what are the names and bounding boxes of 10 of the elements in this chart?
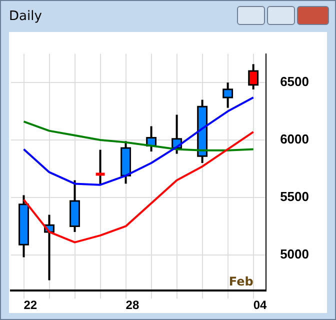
x-tick-label: 28 (126, 298, 140, 312)
y-tick-label: 5500 (280, 189, 309, 204)
candlestick (96, 148, 105, 186)
chart-title: Daily (9, 8, 42, 26)
y-tick-label: 5000 (280, 246, 309, 262)
y-tick-label: 6500 (280, 74, 309, 90)
y-tick-label: 6000 (280, 132, 309, 147)
annotation: Feb (228, 274, 254, 289)
x-tick-label: 04 (253, 298, 267, 312)
x-tick-label: 22 (24, 298, 38, 312)
